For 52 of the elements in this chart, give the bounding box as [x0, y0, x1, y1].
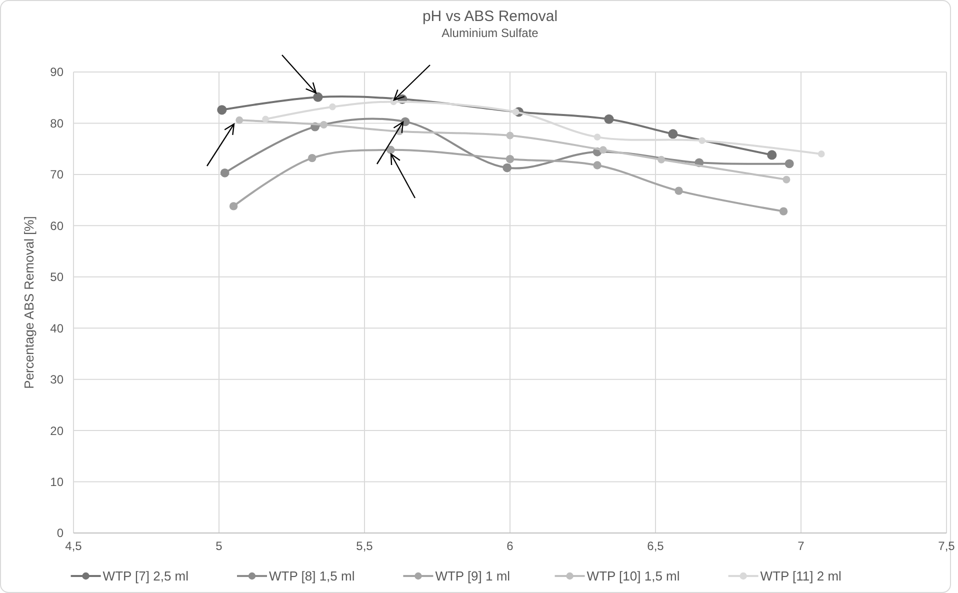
point [818, 150, 825, 158]
y-tick-label: 40 [50, 321, 64, 336]
point [220, 168, 230, 178]
point [329, 103, 336, 110]
point [594, 134, 601, 140]
point [502, 163, 512, 172]
point [386, 146, 395, 154]
y-tick-label: 60 [50, 218, 64, 233]
legend-label: WTP [7] 2,5 ml [102, 568, 189, 584]
x-tick-label: 7,5 [938, 539, 956, 553]
y-tick-label: 10 [50, 474, 64, 489]
legend-label: WTP [10] 1,5 ml [586, 568, 680, 584]
point [308, 154, 316, 162]
point [262, 116, 269, 123]
y-tick-label: 80 [50, 116, 64, 130]
x-tick-label: 4,5 [65, 539, 82, 553]
chart-subtitle: Aluminium Sulfate [442, 26, 539, 40]
x-tick-label: 7 [798, 539, 805, 553]
legend-label: WTP [9] 1 ml [435, 568, 510, 584]
point [236, 116, 244, 124]
point [668, 129, 678, 139]
point [217, 105, 227, 115]
point [506, 132, 514, 140]
point [593, 161, 602, 170]
x-tick-label: 6 [506, 539, 514, 553]
point [229, 202, 238, 210]
x-tick-label: 5,5 [356, 539, 374, 553]
y-tick-label: 50 [50, 270, 64, 284]
legend-label: WTP [11] 2 ml [760, 568, 842, 584]
point [784, 159, 794, 168]
y-tick-label: 0 [56, 526, 64, 540]
point [604, 114, 614, 124]
chart-title: pH vs ABS Removal [422, 8, 558, 25]
point [320, 121, 328, 128]
y-tick-label: 20 [50, 424, 64, 438]
point [506, 154, 514, 164]
x-tick-label: 5 [216, 539, 223, 553]
legend-label: WTP [8] 1,5 ml [269, 568, 355, 584]
y-tick-label: 70 [50, 168, 64, 182]
y-tick-label: 30 [50, 372, 64, 387]
y-tick-label: 90 [50, 65, 64, 80]
point [767, 150, 777, 160]
point [698, 137, 706, 144]
point [779, 207, 788, 216]
x-tick-label: 6,5 [647, 539, 664, 553]
y-axis-title: Percentage ABS Removal [%] [22, 216, 36, 389]
point [782, 176, 790, 184]
point [512, 108, 520, 116]
point [599, 146, 607, 154]
point [658, 156, 666, 164]
point [674, 186, 683, 195]
point [313, 92, 323, 102]
